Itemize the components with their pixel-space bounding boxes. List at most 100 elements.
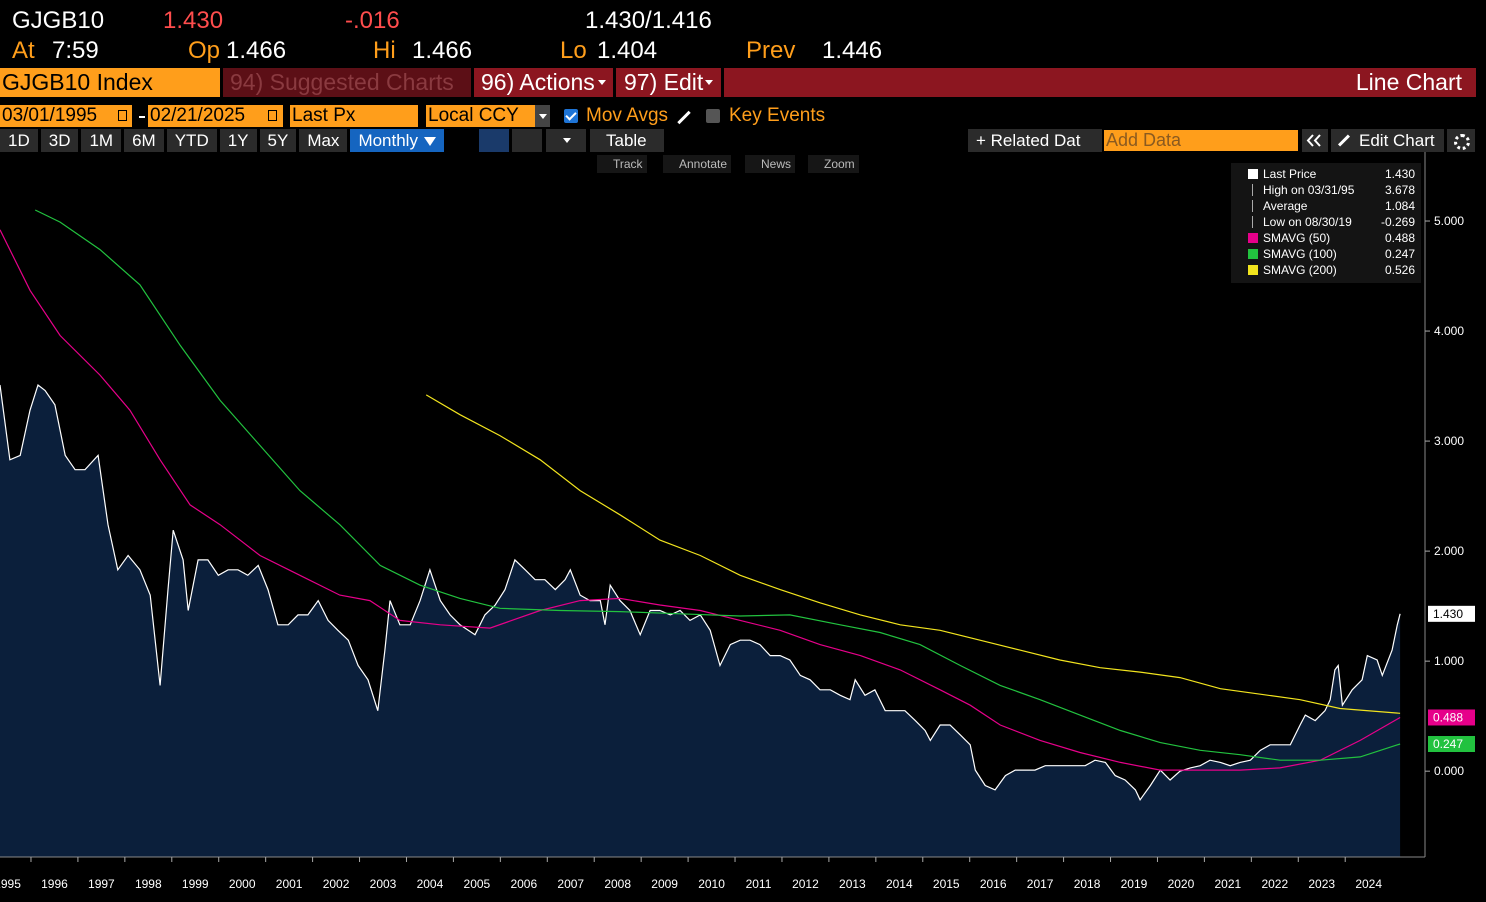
series-line bbox=[0, 383, 1401, 801]
edit-menu[interactable]: 97) Edit bbox=[616, 68, 721, 97]
legend-value: -0.269 bbox=[1380, 215, 1415, 229]
table-button[interactable]: Table bbox=[590, 129, 664, 152]
edit-chart-button[interactable]: Edit Chart bbox=[1331, 129, 1444, 152]
dropdown-arrow bbox=[539, 114, 547, 119]
end-label: 0.247 bbox=[1433, 737, 1463, 751]
key-events-checkbox[interactable] bbox=[706, 109, 720, 123]
actions-menu[interactable]: 96) Actions bbox=[474, 68, 613, 97]
period-bar: 1D 3D 1M 6M YTD 1Y 5Y Max Monthly bbox=[0, 129, 444, 152]
y-tick-label: 5.000 bbox=[1434, 214, 1464, 228]
mov-avgs-checkbox[interactable] bbox=[564, 109, 578, 123]
legend-label: SMAVG (100) bbox=[1263, 247, 1337, 261]
x-tick-label: 2022 bbox=[1261, 877, 1288, 891]
date-separator bbox=[139, 116, 145, 118]
y-tick-label: 4.000 bbox=[1434, 324, 1464, 338]
related-data-button[interactable]: + Related Dat bbox=[968, 129, 1102, 152]
legend-label: SMAVG (50) bbox=[1263, 231, 1331, 245]
collapse-button[interactable] bbox=[1302, 129, 1328, 152]
period-button[interactable]: 3D bbox=[40, 129, 79, 152]
x-tick-label: 2007 bbox=[557, 877, 584, 891]
x-tick-label: 2012 bbox=[792, 877, 819, 891]
legend-value: 3.678 bbox=[1384, 183, 1415, 197]
legend: Last Price 1.430 High on 03/31/95 3.678 Aver… bbox=[1231, 163, 1421, 283]
x-tick-label: 1999 bbox=[182, 877, 209, 891]
x-tick-label: 2018 bbox=[1074, 877, 1101, 891]
y-tick-label: 0.000 bbox=[1434, 764, 1464, 778]
calendar-icon bbox=[268, 110, 277, 121]
start-date[interactable]: 03/01/1995 bbox=[0, 105, 132, 127]
mov-avgs-label: Mov Avgs bbox=[586, 105, 669, 126]
period-button[interactable]: 1D bbox=[0, 129, 38, 152]
x-tick-label: 1998 bbox=[135, 877, 162, 891]
bar-icon-button[interactable] bbox=[512, 129, 542, 152]
end-date[interactable]: 02/21/2025 bbox=[148, 105, 283, 127]
frequency-button[interactable]: Monthly bbox=[350, 129, 444, 152]
y-tick-label: 2.000 bbox=[1434, 544, 1464, 558]
security-field[interactable]: GJGB10 Index bbox=[0, 68, 220, 97]
chart-type[interactable]: Line Chart bbox=[724, 68, 1476, 97]
x-tick-label: 2009 bbox=[651, 877, 678, 891]
chart-tool[interactable]: News bbox=[745, 155, 796, 173]
currency-select[interactable]: Local CCY bbox=[426, 105, 535, 127]
plot-area bbox=[0, 209, 1401, 857]
period-button[interactable]: YTD bbox=[166, 129, 217, 152]
chart-tool[interactable]: Annotate bbox=[663, 155, 732, 173]
chart-tool[interactable]: Zoom bbox=[808, 155, 859, 173]
time-label: At bbox=[12, 37, 35, 64]
period-button[interactable]: 6M bbox=[124, 129, 164, 152]
x-tick-label: 2002 bbox=[323, 877, 350, 891]
x-tick-label: 2001 bbox=[276, 877, 303, 891]
high: 1.466 bbox=[412, 37, 473, 64]
period-button[interactable]: Max bbox=[299, 129, 348, 152]
series-line bbox=[0, 229, 1401, 771]
settings-button[interactable] bbox=[1447, 129, 1475, 152]
calendar-icon bbox=[118, 110, 127, 121]
legend-swatch bbox=[1248, 169, 1258, 179]
legend-value: 1.084 bbox=[1384, 199, 1415, 213]
x-tick-label: 1995 bbox=[0, 877, 21, 891]
more-button[interactable] bbox=[546, 129, 586, 152]
x-tick-label: 2017 bbox=[1027, 877, 1054, 891]
legend-label: SMAVG (200) bbox=[1263, 263, 1337, 277]
end-label: 1.430 bbox=[1433, 607, 1463, 621]
chart-tool[interactable]: Track bbox=[597, 155, 647, 173]
currency-dropdown[interactable] bbox=[535, 105, 550, 127]
x-tick-label: 2014 bbox=[886, 877, 913, 891]
legend-swatch bbox=[1248, 233, 1258, 243]
x-tick-label: 2016 bbox=[980, 877, 1007, 891]
x-tick-label: 2020 bbox=[1168, 877, 1195, 891]
start-date-text: 03/01/1995 bbox=[2, 105, 98, 126]
key-events-label: Key Events bbox=[729, 105, 826, 126]
period-button[interactable]: 1Y bbox=[219, 129, 257, 152]
period-button[interactable]: 5Y bbox=[259, 129, 297, 152]
legend-glyph bbox=[1252, 184, 1253, 196]
low-label: Lo bbox=[560, 37, 587, 64]
open-label: Op bbox=[188, 37, 221, 64]
x-tick-label: 2005 bbox=[464, 877, 491, 891]
end-label-box bbox=[1428, 605, 1475, 622]
field-select[interactable]: Last Px bbox=[290, 105, 418, 127]
x-tick-label: 2008 bbox=[604, 877, 631, 891]
series-line bbox=[425, 394, 1401, 714]
x-tick-label: 1996 bbox=[41, 877, 68, 891]
net-change: -.016 bbox=[345, 7, 400, 34]
chevrons-icon bbox=[1306, 134, 1321, 147]
legend-value: 0.526 bbox=[1384, 263, 1415, 277]
open: 1.466 bbox=[226, 37, 287, 64]
period-button[interactable]: 1M bbox=[81, 129, 122, 152]
legend-glyph bbox=[1252, 200, 1253, 212]
add-data-input[interactable]: Add Data bbox=[1104, 130, 1298, 151]
x-tick-label: 2003 bbox=[370, 877, 397, 891]
check-mark bbox=[565, 109, 577, 121]
low: 1.404 bbox=[597, 37, 658, 64]
bid-ask: 1.430/1.416 bbox=[585, 7, 712, 34]
legend-swatch bbox=[1248, 249, 1258, 259]
line-icon-button[interactable] bbox=[479, 129, 509, 152]
x-tick-label: 2000 bbox=[229, 877, 256, 891]
x-tick-label: 2010 bbox=[698, 877, 725, 891]
suggested-charts[interactable]: 94) Suggested Charts bbox=[223, 68, 471, 97]
y-tick-label: 3.000 bbox=[1434, 434, 1464, 448]
end-label: 0.488 bbox=[1433, 710, 1463, 724]
